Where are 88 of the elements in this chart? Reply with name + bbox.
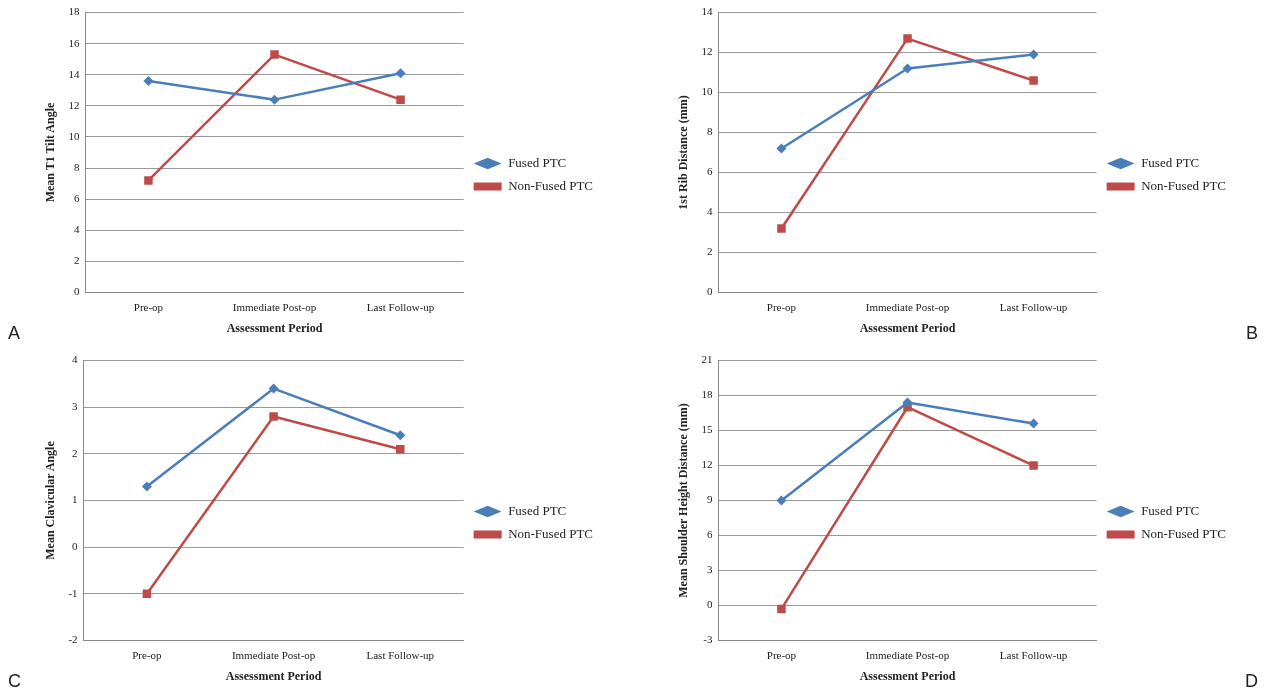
y-tick-label: 0 <box>73 285 80 298</box>
y-tick-label: 4 <box>706 205 713 218</box>
y-tick-label: 0 <box>72 540 79 553</box>
x-tick-label: Last Follow-up <box>999 300 1068 313</box>
point <box>777 604 786 614</box>
point <box>270 50 279 59</box>
point <box>777 224 786 233</box>
legend-label: Fused PTC <box>1141 154 1200 170</box>
point <box>903 34 912 43</box>
y-tick-label: 16 <box>68 36 80 49</box>
y-tick-label: 14 <box>68 67 80 80</box>
y-tick-label: 3 <box>706 563 713 576</box>
point <box>1028 49 1039 60</box>
point <box>1029 461 1038 470</box>
point <box>395 430 406 441</box>
x-tick-label: Pre-op <box>133 300 164 313</box>
x-axis-title: Assessment Period <box>859 668 956 683</box>
y-tick-label: 12 <box>68 98 80 111</box>
legend-label: Non-Fused PTC <box>1141 177 1227 193</box>
text: B <box>1245 323 1258 344</box>
y-tick-label: 4 <box>73 223 80 236</box>
x-tick-label: Last Follow-up <box>999 648 1068 661</box>
y-tick-label: -3 <box>703 633 713 646</box>
y-axis-title: 1st Rib Distance (mm) <box>676 95 691 210</box>
text: D <box>1245 671 1258 692</box>
y-tick-label: 0 <box>706 285 713 298</box>
point <box>144 176 153 185</box>
y-tick-label: 2 <box>72 446 78 459</box>
y-tick-label: 6 <box>706 165 713 178</box>
point <box>143 76 154 86</box>
x-tick-label: Pre-op <box>766 648 797 661</box>
y-tick-label: 0 <box>706 598 713 611</box>
point <box>902 63 913 74</box>
x-tick-label: Last Follow-up <box>366 300 435 313</box>
y-tick-label: 15 <box>701 423 713 436</box>
point <box>1029 76 1038 85</box>
y-tick-label: -1 <box>68 586 78 599</box>
point <box>902 397 913 408</box>
legend-label: Fused PTC <box>1141 502 1200 518</box>
point <box>396 444 405 454</box>
y-tick-label: 4 <box>72 353 79 366</box>
y-axis-title: Mean T1 Tilt Angle <box>43 101 58 203</box>
x-tick-label: Pre-op <box>766 300 797 313</box>
y-tick-label: 10 <box>68 129 80 142</box>
point <box>269 94 280 105</box>
point <box>269 412 278 421</box>
x-tick-label: Immediate Post-op <box>865 648 950 661</box>
y-tick-label: 12 <box>701 45 713 58</box>
y-tick-label: 2 <box>73 254 80 267</box>
point <box>268 383 279 394</box>
legend-label: Fused PTC <box>508 502 567 518</box>
x-tick-label: Immediate Post-op <box>232 300 317 313</box>
text: C <box>8 671 21 692</box>
y-tick-label: 18 <box>701 388 713 401</box>
x-tick-label: Pre-op <box>132 648 163 661</box>
y-tick-label: 8 <box>73 160 80 173</box>
point <box>776 143 787 154</box>
x-tick-label: Last Follow-up <box>366 648 435 661</box>
y-tick-label: 21 <box>701 353 713 366</box>
point <box>776 495 787 506</box>
point <box>141 481 152 492</box>
y-tick-label: 10 <box>701 85 713 98</box>
x-axis-title: Assessment Period <box>226 320 323 335</box>
y-tick-label: 2 <box>706 245 713 258</box>
x-axis-title: Assessment Period <box>859 320 956 335</box>
legend-label: Non-Fused PTC <box>1141 525 1227 541</box>
x-tick-label: Immediate Post-op <box>231 648 316 661</box>
x-axis-title: Assessment Period <box>225 668 322 683</box>
legend-label: Non-Fused PTC <box>508 177 594 193</box>
y-tick-label: 6 <box>73 192 80 205</box>
y-tick-label: 6 <box>706 528 713 541</box>
y-tick-label: -2 <box>68 633 78 646</box>
legend-label: Fused PTC <box>508 154 567 170</box>
y-tick-label: 8 <box>706 125 713 138</box>
y-axis-title: Mean Clavicular Angle <box>43 440 58 560</box>
legend-label: Non-Fused PTC <box>508 525 594 541</box>
text: A <box>8 323 21 344</box>
y-tick-label: 3 <box>72 400 79 413</box>
y-axis-title: Mean Shoulder Height Distance (mm) <box>676 403 691 598</box>
y-tick-label: 9 <box>706 493 713 506</box>
y-tick-label: 12 <box>701 458 713 471</box>
x-tick-label: Immediate Post-op <box>865 300 950 313</box>
point <box>396 95 405 104</box>
point <box>395 68 406 79</box>
point <box>1028 418 1039 429</box>
y-tick-label: 14 <box>701 5 713 18</box>
y-tick-label: 18 <box>68 5 80 18</box>
y-tick-label: 1 <box>72 493 78 506</box>
